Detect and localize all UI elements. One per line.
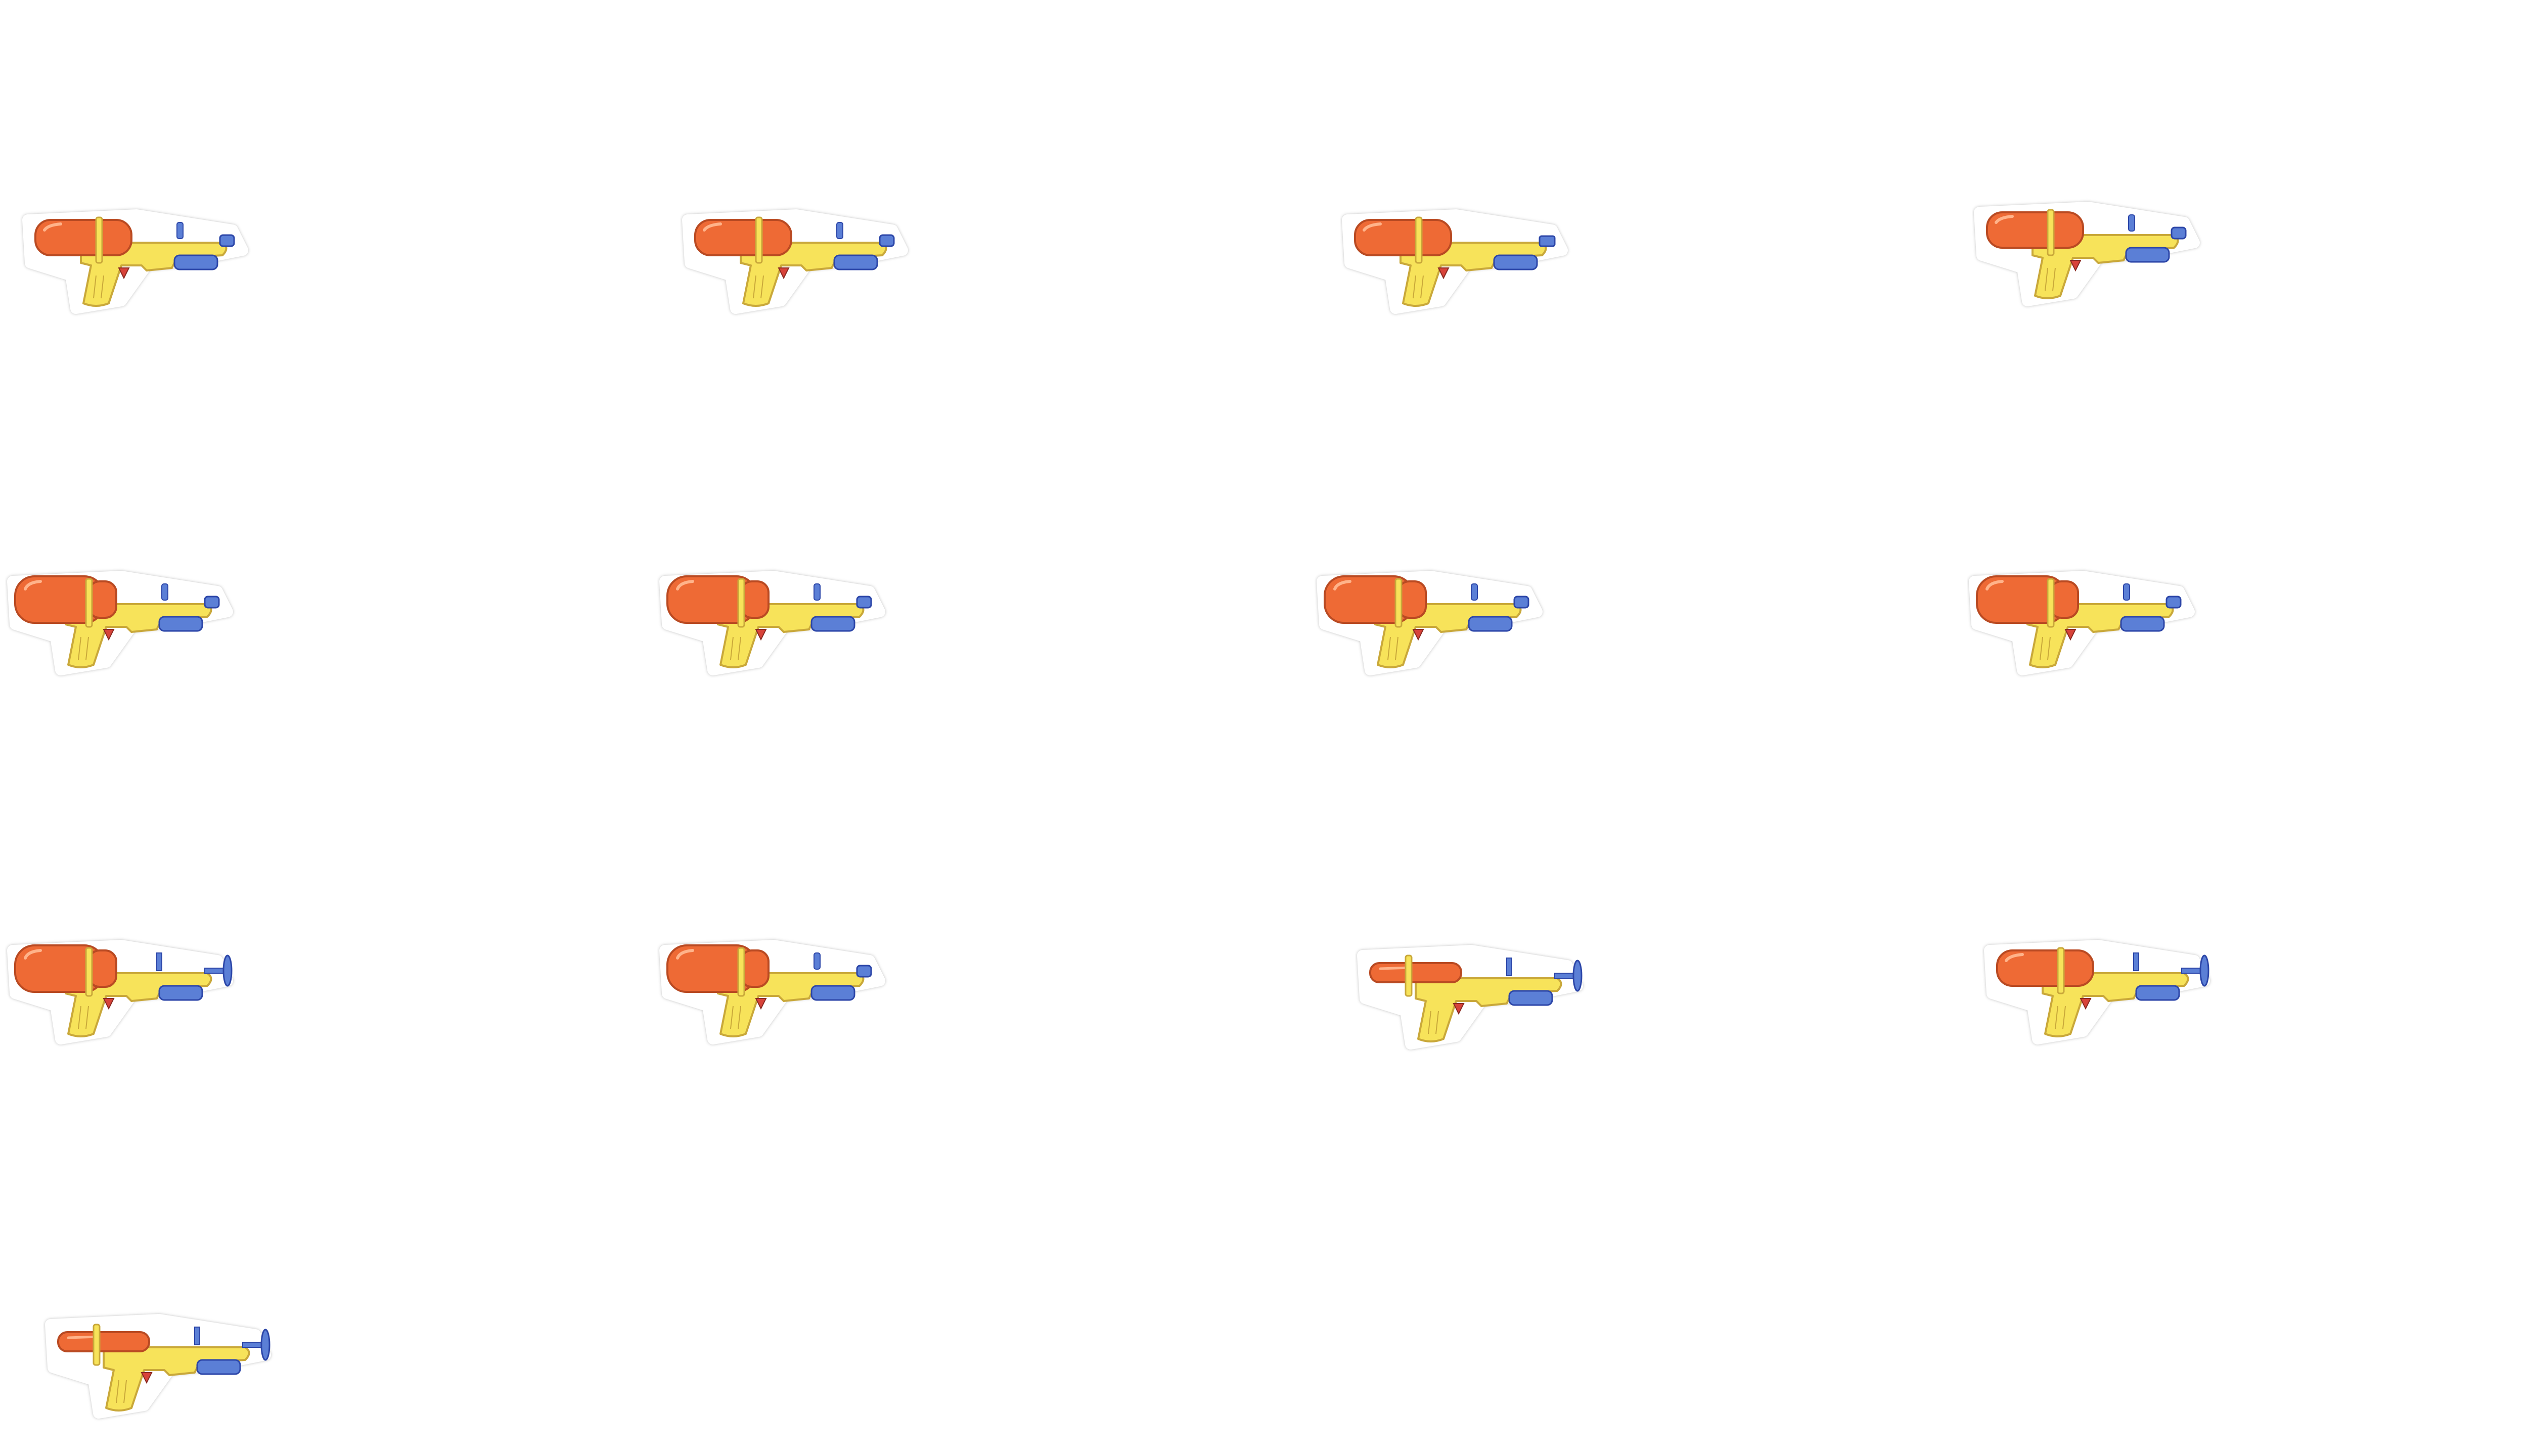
water-gun-icon bbox=[680, 200, 918, 321]
water-gun-icon bbox=[1340, 200, 1577, 321]
water-gun-icon bbox=[5, 930, 243, 1052]
water-gun-icon bbox=[5, 561, 243, 682]
water-gun-icon bbox=[1972, 192, 2209, 313]
water-gun-icon bbox=[1315, 561, 1552, 682]
water-gun-icon bbox=[1982, 930, 2220, 1052]
water-gun-icon bbox=[20, 200, 258, 321]
water-gun-icon bbox=[657, 561, 895, 682]
water-gun-icon bbox=[1355, 935, 1593, 1057]
water-gun-icon bbox=[1967, 561, 2204, 682]
water-gun-icon bbox=[657, 930, 895, 1052]
water-gun-icon bbox=[43, 1304, 281, 1426]
